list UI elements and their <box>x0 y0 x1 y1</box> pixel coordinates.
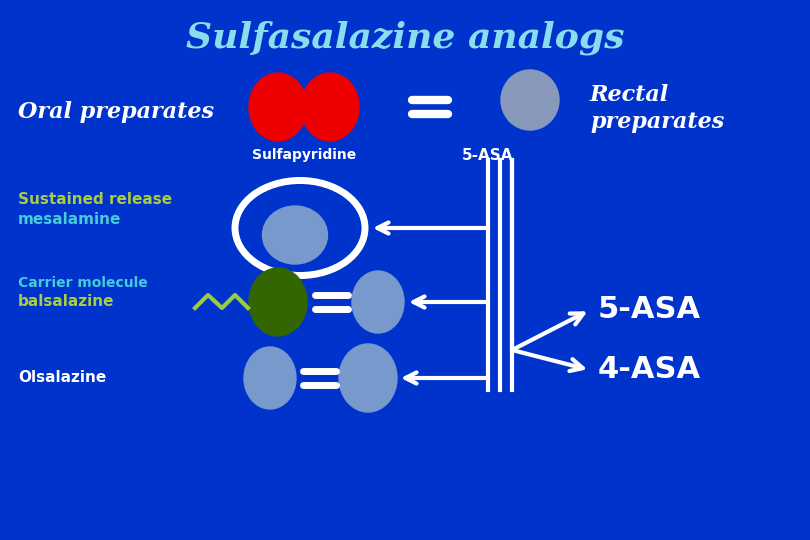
Ellipse shape <box>301 73 359 141</box>
Text: balsalazine: balsalazine <box>18 294 114 309</box>
Text: Sustained release: Sustained release <box>18 192 172 207</box>
Text: Carrier molecule: Carrier molecule <box>18 276 147 290</box>
Text: 4-ASA: 4-ASA <box>598 355 701 384</box>
Text: 5-ASA: 5-ASA <box>463 148 514 163</box>
Ellipse shape <box>249 73 307 141</box>
Text: 5-ASA: 5-ASA <box>598 295 701 325</box>
Text: Sulfasalazine analogs: Sulfasalazine analogs <box>185 21 625 55</box>
Text: mesalamine: mesalamine <box>18 213 122 227</box>
Ellipse shape <box>339 344 397 412</box>
Ellipse shape <box>352 271 404 333</box>
Text: Olsalazine: Olsalazine <box>18 370 106 386</box>
Ellipse shape <box>244 347 296 409</box>
Text: Oral preparates: Oral preparates <box>18 101 214 123</box>
Ellipse shape <box>249 268 307 336</box>
Text: preparates: preparates <box>590 111 724 133</box>
Text: Sulfapyridine: Sulfapyridine <box>252 148 356 162</box>
Text: Rectal: Rectal <box>590 84 669 106</box>
Ellipse shape <box>262 206 327 264</box>
Ellipse shape <box>501 70 559 130</box>
